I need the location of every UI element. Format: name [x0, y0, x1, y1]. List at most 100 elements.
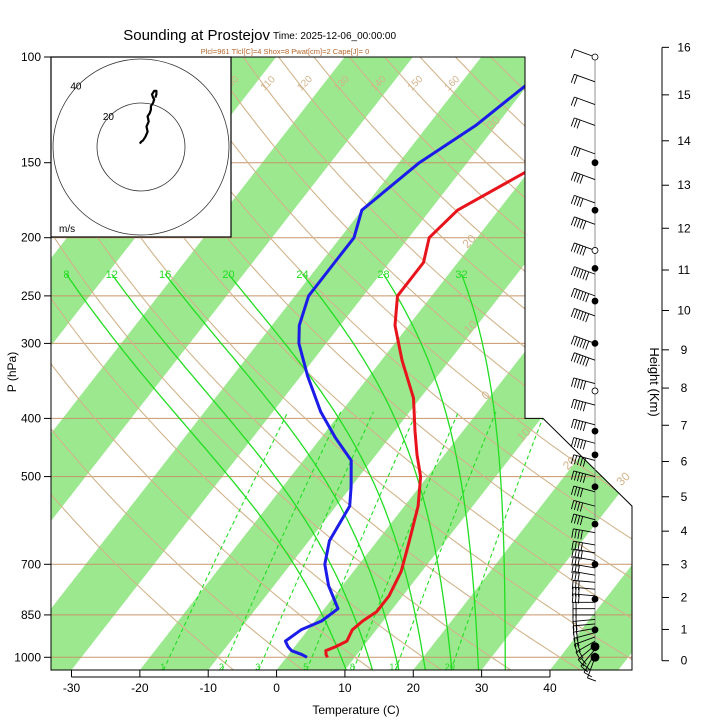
- wind-barb-feather: [573, 289, 578, 299]
- wind-barb-feather: [579, 457, 584, 466]
- y-tick-label: 150: [21, 156, 41, 170]
- wind-barb-feather: [582, 220, 587, 230]
- wind-barb-feather: [577, 550, 580, 560]
- wind-barb-feather: [576, 637, 580, 647]
- height-tick-label: 6: [681, 454, 688, 468]
- wind-barb-feather: [573, 486, 578, 496]
- barb-level-marker: [591, 520, 599, 528]
- moist-adiabat-label: 16: [159, 269, 171, 281]
- wind-barb-feather: [576, 337, 581, 347]
- wind-barb-feather: [582, 339, 587, 349]
- wind-barb-feather: [579, 311, 584, 321]
- moist-adiabat: [164, 273, 400, 670]
- barb-level-marker: [591, 247, 599, 254]
- wind-barb: [574, 335, 596, 344]
- wind-barb-feather: [573, 196, 578, 206]
- wind-barb-feather: [570, 242, 575, 252]
- moist-adiabat: [382, 273, 480, 670]
- height-tick-label: 14: [677, 134, 691, 148]
- wind-barb: [580, 649, 596, 667]
- axes: -30 -20 -10 0 10 20 30 40 100 150 200 250 300 400 500 7…: [14, 50, 557, 695]
- wind-barb-feather: [579, 439, 584, 449]
- hodograph-rings: [52, 58, 230, 236]
- wind-barb: [574, 307, 596, 317]
- mixing-ratio-line: [450, 411, 546, 670]
- time-label: Time: 2025-12-06_00:00:00: [273, 31, 396, 42]
- barb-level-marker: [591, 265, 599, 272]
- wind-barb-feather: [573, 243, 578, 253]
- wind-barb-feather: [573, 353, 578, 363]
- wind-barb-feather: [585, 357, 590, 367]
- wind-barb-feather: [573, 336, 578, 346]
- wind-barb-feather: [570, 288, 575, 297]
- barb-level-marker: [591, 387, 599, 395]
- wind-barb-feather: [577, 529, 580, 539]
- wind-barb-feather: [577, 557, 580, 567]
- x-tick-label: 40: [543, 681, 557, 695]
- mixing-ratio-lines: 1 2 3 5 8 12 20: [160, 411, 546, 672]
- x-tick-label: 20: [407, 681, 421, 695]
- moist-adiabat: [65, 273, 347, 670]
- wind-barb-feather: [575, 651, 581, 661]
- barb-level-marker: [591, 206, 599, 214]
- wind-barb-feather: [587, 677, 597, 682]
- wind-barb: [573, 513, 596, 521]
- moist-adiabat-label: 12: [106, 269, 118, 281]
- height-tick-label: 15: [677, 88, 691, 102]
- wind-barb-feather: [571, 571, 574, 581]
- moist-adiabat: [460, 273, 506, 670]
- moist-adiabat-label: 20: [222, 269, 234, 281]
- wind-barb: [574, 96, 596, 105]
- height-tick-label: 8: [681, 381, 688, 395]
- wind-barb: [573, 377, 596, 385]
- mixing-ratio-line: [306, 411, 418, 670]
- mixing-ratio-line: [395, 411, 497, 670]
- barb-level-marker: [591, 297, 599, 305]
- mixing-ratio-line: [258, 411, 374, 670]
- wind-barb-feather: [582, 292, 587, 302]
- wind-barbs: [570, 49, 600, 682]
- isotherm-band: [687, 57, 720, 670]
- wind-barb-feather: [579, 516, 584, 526]
- barb-level-marker: [591, 483, 599, 491]
- wind-barb: [574, 117, 596, 126]
- moist-adiabat-label: 24: [296, 269, 308, 281]
- barb-level-marker: [591, 427, 599, 435]
- wind-barb-feather: [582, 356, 587, 366]
- wind-barb-feather: [570, 96, 575, 106]
- wind-barb-feather: [576, 310, 581, 320]
- hodograph-trace: [138, 89, 158, 145]
- y-tick-label: 700: [21, 557, 41, 571]
- wind-barb-feather: [576, 400, 581, 410]
- wind-barb-feather: [576, 148, 581, 158]
- wind-barb-feather: [574, 529, 577, 539]
- height-tick-label: 7: [681, 418, 688, 432]
- wind-barb-feather: [573, 217, 578, 227]
- wind-barb-feather: [570, 146, 575, 155]
- wind-barb-feather: [570, 308, 575, 318]
- wind-barb: [573, 619, 596, 622]
- height-tick-label: 4: [681, 524, 688, 538]
- wind-barb-feather: [579, 269, 584, 279]
- dry-adiabat: [51, 57, 373, 670]
- mixing-ratio-label: 3: [255, 662, 260, 672]
- x-tick-label: 0: [273, 681, 280, 695]
- barb-level-marker: [591, 159, 599, 167]
- wind-barb-feather: [574, 549, 577, 559]
- wind-barb: [574, 266, 596, 275]
- wind-barb: [574, 49, 596, 58]
- dry-adiabat: [561, 57, 632, 670]
- dry-adiabat-label: 150: [406, 74, 426, 94]
- wind-barb-feather: [570, 513, 575, 523]
- stability-indices: Plcl=961 Tlcl[C]=4 Shox=8 Pwat[cm]=2 Cap…: [201, 47, 370, 56]
- wind-barb-feather: [582, 422, 587, 432]
- wind-barb-feather: [570, 117, 575, 127]
- wind-barb-feather: [570, 49, 575, 59]
- wind-barb-feather: [574, 541, 577, 551]
- barb-level-marker: [591, 451, 599, 459]
- wind-barb: [574, 242, 596, 251]
- wind-barb: [573, 528, 596, 534]
- x-tick-label: -30: [63, 681, 81, 695]
- barb-level-marker: [591, 595, 599, 603]
- isotherm-band: [413, 57, 632, 670]
